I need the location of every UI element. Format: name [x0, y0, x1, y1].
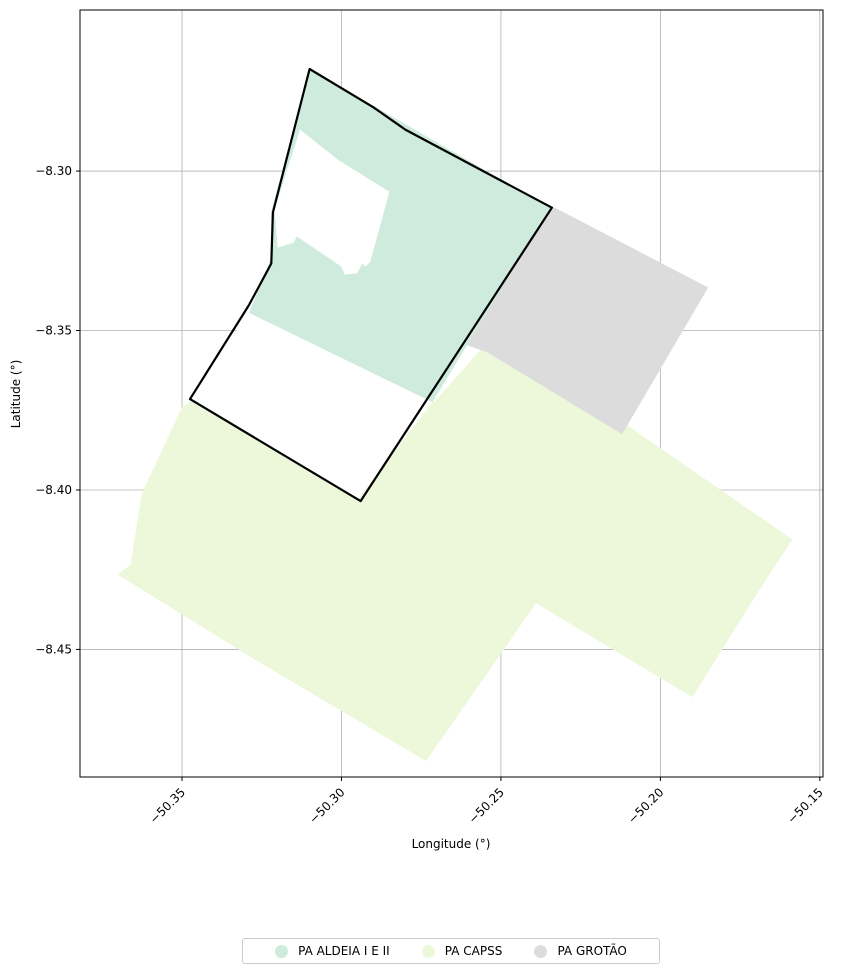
area-hole-2 — [188, 313, 433, 500]
x-tick-label: −50.20 — [625, 785, 666, 826]
legend-label-capss: PA CAPSS — [444, 944, 503, 958]
area-hole-1 — [274, 129, 390, 275]
legend-marker-aldeia — [275, 944, 289, 958]
y-tick-label: −8.45 — [35, 642, 72, 656]
legend-label-aldeia: PA ALDEIA I E II — [298, 944, 390, 958]
x-axis-ticks: −50.35 −50.30 −50.25 −50.20 −50.15 — [147, 777, 826, 827]
legend-entry-capss: PA CAPSS — [421, 944, 503, 958]
x-tick-label: −50.35 — [147, 785, 188, 826]
y-axis-ticks: −8.30 −8.35 −8.40 −8.45 — [35, 164, 80, 656]
x-axis-label: Longitude (°) — [412, 837, 491, 851]
x-tick-label: −50.25 — [466, 785, 507, 826]
y-axis-label: Latitude (°) — [9, 360, 23, 429]
y-tick-label: −8.35 — [35, 324, 72, 338]
legend: PA ALDEIA I E II PA CAPSS PA GROTÃO — [242, 938, 660, 964]
plot-area — [80, 10, 823, 777]
legend-entry-aldeia: PA ALDEIA I E II — [275, 944, 390, 958]
y-tick-label: −8.30 — [35, 164, 72, 178]
legend-marker-grotao — [534, 944, 548, 958]
plot-frame — [79, 9, 824, 778]
legend-label-grotao: PA GROTÃO — [557, 944, 627, 958]
y-tick-label: −8.40 — [35, 483, 72, 497]
legend-marker-capss — [421, 944, 435, 958]
x-tick-label: −50.30 — [306, 785, 347, 826]
boundary-outline — [188, 67, 554, 503]
x-tick-label: −50.15 — [785, 785, 826, 826]
legend-entry-grotao: PA GROTÃO — [534, 944, 627, 958]
